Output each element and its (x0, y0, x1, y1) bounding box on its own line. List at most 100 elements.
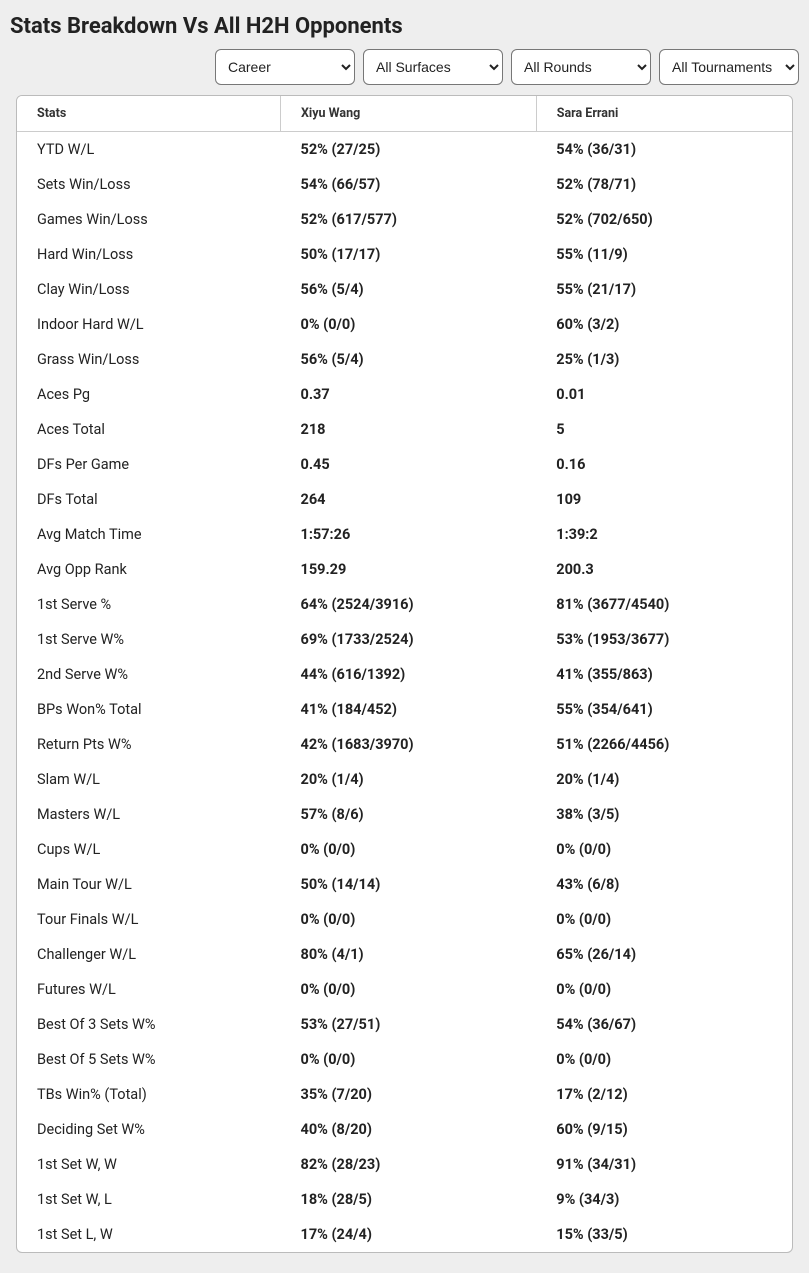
stat-value-player1: 0% (0/0) (281, 972, 537, 1007)
stat-label: Return Pts W% (17, 727, 281, 762)
stat-value-player2: 5 (536, 412, 792, 447)
stat-label: BPs Won% Total (17, 692, 281, 727)
filter-tournaments-select[interactable]: All Tournaments (659, 49, 799, 85)
stat-value-player1: 1:57:26 (281, 517, 537, 552)
stat-value-player1: 56% (5/4) (281, 272, 537, 307)
stat-value-player1: 57% (8/6) (281, 797, 537, 832)
stat-value-player2: 54% (36/31) (536, 132, 792, 168)
stat-value-player1: 52% (27/25) (281, 132, 537, 168)
table-row: Futures W/L0% (0/0)0% (0/0) (17, 972, 792, 1007)
stat-value-player2: 17% (2/12) (536, 1077, 792, 1112)
stat-label: Clay Win/Loss (17, 272, 281, 307)
table-row: Grass Win/Loss56% (5/4)25% (1/3) (17, 342, 792, 377)
stat-label: Best Of 5 Sets W% (17, 1042, 281, 1077)
stat-label: Games Win/Loss (17, 202, 281, 237)
stat-value-player2: 41% (355/863) (536, 657, 792, 692)
table-row: Cups W/L0% (0/0)0% (0/0) (17, 832, 792, 867)
stat-value-player1: 0% (0/0) (281, 902, 537, 937)
stat-value-player2: 0% (0/0) (536, 972, 792, 1007)
table-row: 2nd Serve W%44% (616/1392)41% (355/863) (17, 657, 792, 692)
table-row: Best Of 3 Sets W%53% (27/51)54% (36/67) (17, 1007, 792, 1042)
stat-label: DFs Total (17, 482, 281, 517)
table-row: Main Tour W/L50% (14/14)43% (6/8) (17, 867, 792, 902)
table-row: Hard Win/Loss50% (17/17)55% (11/9) (17, 237, 792, 272)
stat-label: DFs Per Game (17, 447, 281, 482)
stat-value-player2: 0% (0/0) (536, 1042, 792, 1077)
stat-value-player2: 200.3 (536, 552, 792, 587)
table-row: YTD W/L52% (27/25)54% (36/31) (17, 132, 792, 168)
filter-surfaces-select[interactable]: All Surfaces (363, 49, 503, 85)
table-row: 1st Set W, W82% (28/23)91% (34/31) (17, 1147, 792, 1182)
stat-value-player2: 55% (11/9) (536, 237, 792, 272)
table-row: Tour Finals W/L0% (0/0)0% (0/0) (17, 902, 792, 937)
stat-value-player2: 0% (0/0) (536, 832, 792, 867)
stat-value-player2: 91% (34/31) (536, 1147, 792, 1182)
stat-value-player2: 55% (354/641) (536, 692, 792, 727)
stat-value-player1: 41% (184/452) (281, 692, 537, 727)
stat-value-player1: 53% (27/51) (281, 1007, 537, 1042)
stat-value-player2: 109 (536, 482, 792, 517)
table-row: Return Pts W%42% (1683/3970)51% (2266/44… (17, 727, 792, 762)
stat-label: Tour Finals W/L (17, 902, 281, 937)
table-row: Masters W/L57% (8/6)38% (3/5) (17, 797, 792, 832)
filter-bar: Career All Surfaces All Rounds All Tourn… (0, 49, 809, 95)
stat-value-player2: 65% (26/14) (536, 937, 792, 972)
table-row: DFs Total264109 (17, 482, 792, 517)
table-row: Games Win/Loss52% (617/577)52% (702/650) (17, 202, 792, 237)
stat-value-player1: 54% (66/57) (281, 167, 537, 202)
stat-label: 1st Set L, W (17, 1217, 281, 1252)
stat-value-player1: 64% (2524/3916) (281, 587, 537, 622)
filter-career-select[interactable]: Career (215, 49, 355, 85)
table-row: Best Of 5 Sets W%0% (0/0)0% (0/0) (17, 1042, 792, 1077)
stat-value-player2: 55% (21/17) (536, 272, 792, 307)
stat-value-player2: 38% (3/5) (536, 797, 792, 832)
stat-label: Best Of 3 Sets W% (17, 1007, 281, 1042)
stat-value-player2: 0% (0/0) (536, 902, 792, 937)
stat-label: YTD W/L (17, 132, 281, 168)
stat-value-player2: 43% (6/8) (536, 867, 792, 902)
stat-label: 2nd Serve W% (17, 657, 281, 692)
stat-value-player1: 82% (28/23) (281, 1147, 537, 1182)
stat-label: Aces Pg (17, 377, 281, 412)
stat-label: Deciding Set W% (17, 1112, 281, 1147)
stat-value-player1: 0% (0/0) (281, 307, 537, 342)
table-row: TBs Win% (Total)35% (7/20)17% (2/12) (17, 1077, 792, 1112)
stat-value-player2: 52% (78/71) (536, 167, 792, 202)
stat-value-player1: 80% (4/1) (281, 937, 537, 972)
table-row: Aces Total2185 (17, 412, 792, 447)
table-row: BPs Won% Total41% (184/452)55% (354/641) (17, 692, 792, 727)
stat-value-player1: 218 (281, 412, 537, 447)
stat-label: 1st Set W, W (17, 1147, 281, 1182)
table-row: Indoor Hard W/L0% (0/0)60% (3/2) (17, 307, 792, 342)
stat-label: Sets Win/Loss (17, 167, 281, 202)
stat-label: Grass Win/Loss (17, 342, 281, 377)
stat-label: TBs Win% (Total) (17, 1077, 281, 1112)
column-header-player1: Xiyu Wang (281, 96, 537, 132)
stat-value-player2: 9% (34/3) (536, 1182, 792, 1217)
stat-value-player2: 15% (33/5) (536, 1217, 792, 1252)
table-row: Avg Match Time1:57:261:39:2 (17, 517, 792, 552)
stats-table-container: Stats Xiyu Wang Sara Errani YTD W/L52% (… (16, 95, 793, 1253)
stat-label: 1st Serve % (17, 587, 281, 622)
stat-value-player2: 0.16 (536, 447, 792, 482)
stat-label: Indoor Hard W/L (17, 307, 281, 342)
stat-value-player1: 56% (5/4) (281, 342, 537, 377)
table-row: 1st Set W, L18% (28/5)9% (34/3) (17, 1182, 792, 1217)
stat-value-player1: 52% (617/577) (281, 202, 537, 237)
stat-value-player1: 35% (7/20) (281, 1077, 537, 1112)
filter-rounds-select[interactable]: All Rounds (511, 49, 651, 85)
stat-label: Main Tour W/L (17, 867, 281, 902)
stat-value-player1: 17% (24/4) (281, 1217, 537, 1252)
column-header-stats: Stats (17, 96, 281, 132)
stat-value-player1: 18% (28/5) (281, 1182, 537, 1217)
stat-value-player1: 159.29 (281, 552, 537, 587)
stat-value-player1: 69% (1733/2524) (281, 622, 537, 657)
stat-label: Avg Opp Rank (17, 552, 281, 587)
stat-label: 1st Serve W% (17, 622, 281, 657)
stat-label: Challenger W/L (17, 937, 281, 972)
stat-value-player2: 52% (702/650) (536, 202, 792, 237)
stat-value-player1: 0% (0/0) (281, 1042, 537, 1077)
table-row: Avg Opp Rank159.29200.3 (17, 552, 792, 587)
stats-table: Stats Xiyu Wang Sara Errani YTD W/L52% (… (17, 96, 792, 1252)
table-row: Challenger W/L80% (4/1)65% (26/14) (17, 937, 792, 972)
